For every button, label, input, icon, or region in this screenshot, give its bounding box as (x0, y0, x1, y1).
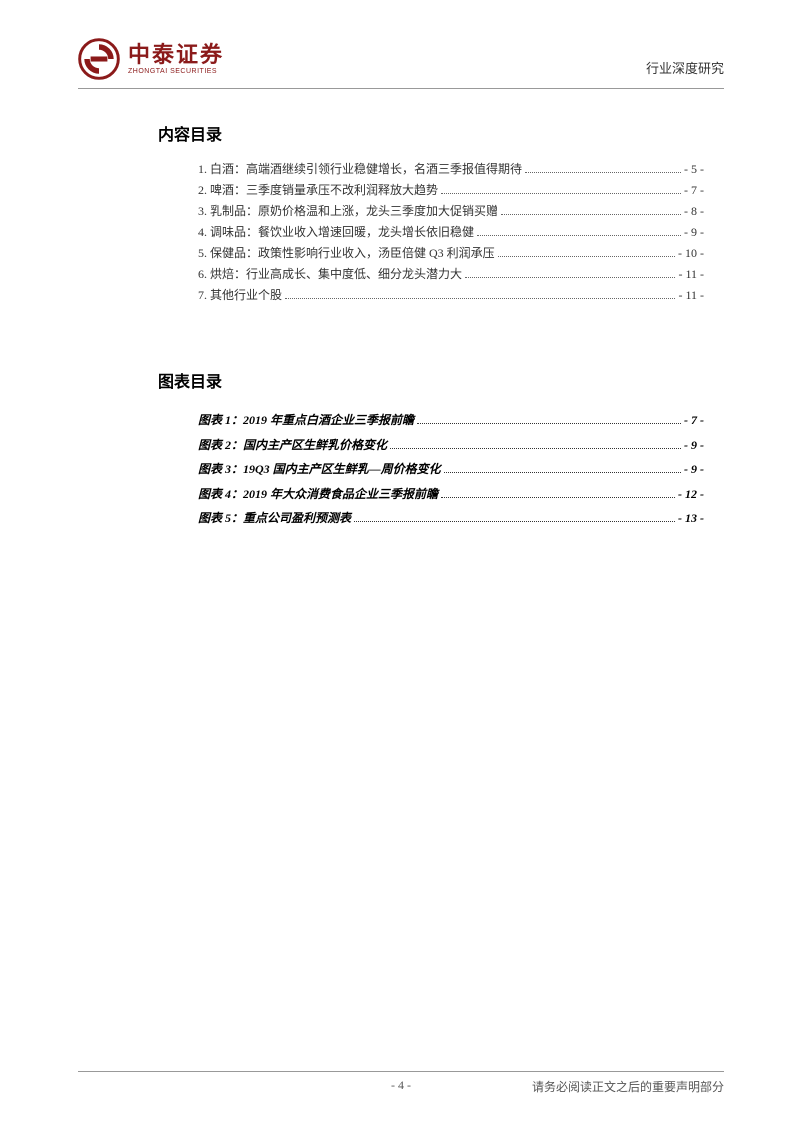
toc-dots (285, 298, 675, 299)
logo-text: 中泰证券 ZHONGTAI SECURITIES (128, 43, 224, 74)
toc-item-label: 6. 烘焙：行业高成长、集中度低、细分龙头潜力大 (198, 264, 462, 285)
toc-item: 5. 保健品：政策性影响行业收入，汤臣倍健 Q3 利润承压 - 10 - (198, 243, 704, 264)
figure-dots (441, 497, 675, 498)
footer-note: 请务必阅读正文之后的重要声明部分 (532, 1078, 724, 1095)
logo-container: 中泰证券 ZHONGTAI SECURITIES (78, 38, 224, 80)
toc-item-page: - 11 - (678, 264, 704, 285)
figure-item-page: - 13 - (678, 506, 704, 531)
toc-title: 内容目录 (158, 121, 802, 145)
figure-item: 图表 1：2019 年重点白酒企业三季报前瞻 - 7 - (198, 408, 704, 433)
figure-item: 图表 3：19Q3 国内主产区生鲜乳—周价格变化 - 9 - (198, 457, 704, 482)
toc-item: 7. 其他行业个股 - 11 - (198, 285, 704, 306)
figure-item-label: 图表 4：2019 年大众消费食品企业三季报前瞻 (198, 482, 438, 507)
toc-dots (465, 277, 675, 278)
toc-item-page: - 11 - (678, 285, 704, 306)
toc-item-page: - 8 - (684, 201, 704, 222)
toc-item-label: 3. 乳制品：原奶价格温和上涨，龙头三季度加大促销买赠 (198, 201, 498, 222)
toc-list: 1. 白酒：高端酒继续引领行业稳健增长，名酒三季报值得期待 - 5 - 2. 啤… (198, 159, 704, 306)
toc-item-label: 5. 保健品：政策性影响行业收入，汤臣倍健 Q3 利润承压 (198, 243, 495, 264)
figure-item: 图表 5：重点公司盈利预测表 - 13 - (198, 506, 704, 531)
figure-item-page: - 9 - (684, 433, 704, 458)
toc-item-label: 4. 调味品：餐饮业收入增速回暖，龙头增长依旧稳健 (198, 222, 474, 243)
toc-item: 1. 白酒：高端酒继续引领行业稳健增长，名酒三季报值得期待 - 5 - (198, 159, 704, 180)
toc-item-page: - 7 - (684, 180, 704, 201)
figure-dots (354, 521, 675, 522)
footer-content: - 4 - 请务必阅读正文之后的重要声明部分 (78, 1078, 724, 1095)
figure-item-label: 图表 3：19Q3 国内主产区生鲜乳—周价格变化 (198, 457, 441, 482)
toc-item-label: 7. 其他行业个股 (198, 285, 282, 306)
toc-item: 4. 调味品：餐饮业收入增速回暖，龙头增长依旧稳健 - 9 - (198, 222, 704, 243)
footer-page-number: - 4 - (391, 1078, 411, 1093)
toc-item: 2. 啤酒：三季度销量承压不改利润释放大趋势 - 7 - (198, 180, 704, 201)
logo-en-text: ZHONGTAI SECURITIES (128, 68, 224, 75)
figure-item-page: - 9 - (684, 457, 704, 482)
figure-item-page: - 7 - (684, 408, 704, 433)
logo-cn-text: 中泰证券 (128, 43, 224, 67)
toc-item: 6. 烘焙：行业高成长、集中度低、细分龙头潜力大 - 11 - (198, 264, 704, 285)
figure-item-page: - 12 - (678, 482, 704, 507)
page-footer: - 4 - 请务必阅读正文之后的重要声明部分 (78, 1071, 724, 1095)
toc-dots (501, 214, 681, 215)
figure-item-label: 图表 1：2019 年重点白酒企业三季报前瞻 (198, 408, 414, 433)
toc-item-label: 1. 白酒：高端酒继续引领行业稳健增长，名酒三季报值得期待 (198, 159, 522, 180)
figure-item-label: 图表 5：重点公司盈利预测表 (198, 506, 351, 531)
toc-dots (441, 193, 681, 194)
figure-dots (417, 423, 681, 424)
toc-item-label: 2. 啤酒：三季度销量承压不改利润释放大趋势 (198, 180, 438, 201)
figure-list: 图表 1：2019 年重点白酒企业三季报前瞻 - 7 - 图表 2：国内主产区生… (198, 408, 704, 531)
toc-item-page: - 10 - (678, 243, 704, 264)
figure-dots (444, 472, 681, 473)
header-divider (78, 88, 724, 89)
figure-dots (390, 448, 681, 449)
page-header: 中泰证券 ZHONGTAI SECURITIES 行业深度研究 (0, 0, 802, 80)
toc-item: 3. 乳制品：原奶价格温和上涨，龙头三季度加大促销买赠 - 8 - (198, 201, 704, 222)
toc-dots (525, 172, 681, 173)
toc-dots (477, 235, 681, 236)
figure-item-label: 图表 2：国内主产区生鲜乳价格变化 (198, 433, 387, 458)
toc-item-page: - 9 - (684, 222, 704, 243)
figure-item: 图表 2：国内主产区生鲜乳价格变化 - 9 - (198, 433, 704, 458)
header-right-text: 行业深度研究 (646, 58, 724, 77)
figure-item: 图表 4：2019 年大众消费食品企业三季报前瞻 - 12 - (198, 482, 704, 507)
figures-title: 图表目录 (158, 368, 802, 392)
zhongtai-logo-icon (78, 38, 120, 80)
toc-item-page: - 5 - (684, 159, 704, 180)
footer-divider (78, 1071, 724, 1072)
toc-dots (498, 256, 675, 257)
